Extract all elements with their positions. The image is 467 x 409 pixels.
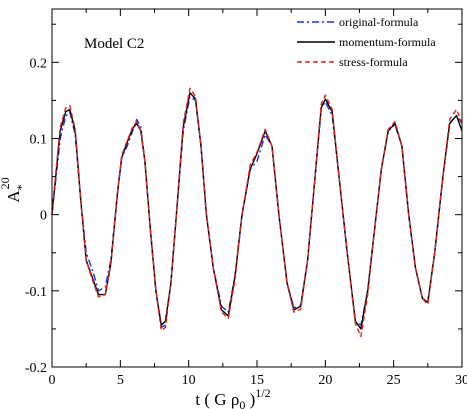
legend-label: original-formula	[339, 15, 419, 29]
legend: original-formula momentum-formula stress-f…	[297, 15, 436, 69]
x-tick-label: 30	[455, 373, 467, 388]
svg-text:A*20: A*20	[0, 177, 28, 202]
x-tick-label: 5	[117, 373, 124, 388]
y-tick-label: -0.2	[25, 361, 47, 376]
series-line-stress-formula	[51, 87, 463, 338]
x-tick-label: 0	[49, 373, 56, 388]
x-tick-label: 25	[387, 373, 401, 388]
chart-annotation: Model C2	[84, 36, 144, 52]
y-tick-label: 0.2	[30, 56, 48, 71]
y-tick-label: -0.1	[25, 285, 47, 300]
y-axis: -0.2 -0.1 0 0.1 0.2	[25, 23, 462, 376]
legend-label: momentum-formula	[339, 35, 436, 49]
legend-label: stress-formula	[339, 55, 408, 69]
y-tick-label: 0	[40, 209, 47, 224]
series-line-original-formula	[51, 95, 463, 329]
x-tick-label: 15	[250, 373, 264, 388]
x-tick-label: 20	[318, 373, 332, 388]
y-tick-label: 0.1	[30, 132, 48, 147]
plot-area	[51, 87, 463, 338]
x-axis: 0 5 10 15 20 25 30	[49, 9, 467, 388]
series-line-momentum-formula	[51, 92, 463, 330]
x-tick-label: 10	[182, 373, 196, 388]
x-axis-label: t ( G ρ0 )1/2	[195, 386, 270, 409]
y-axis-label: A*20	[0, 177, 28, 202]
